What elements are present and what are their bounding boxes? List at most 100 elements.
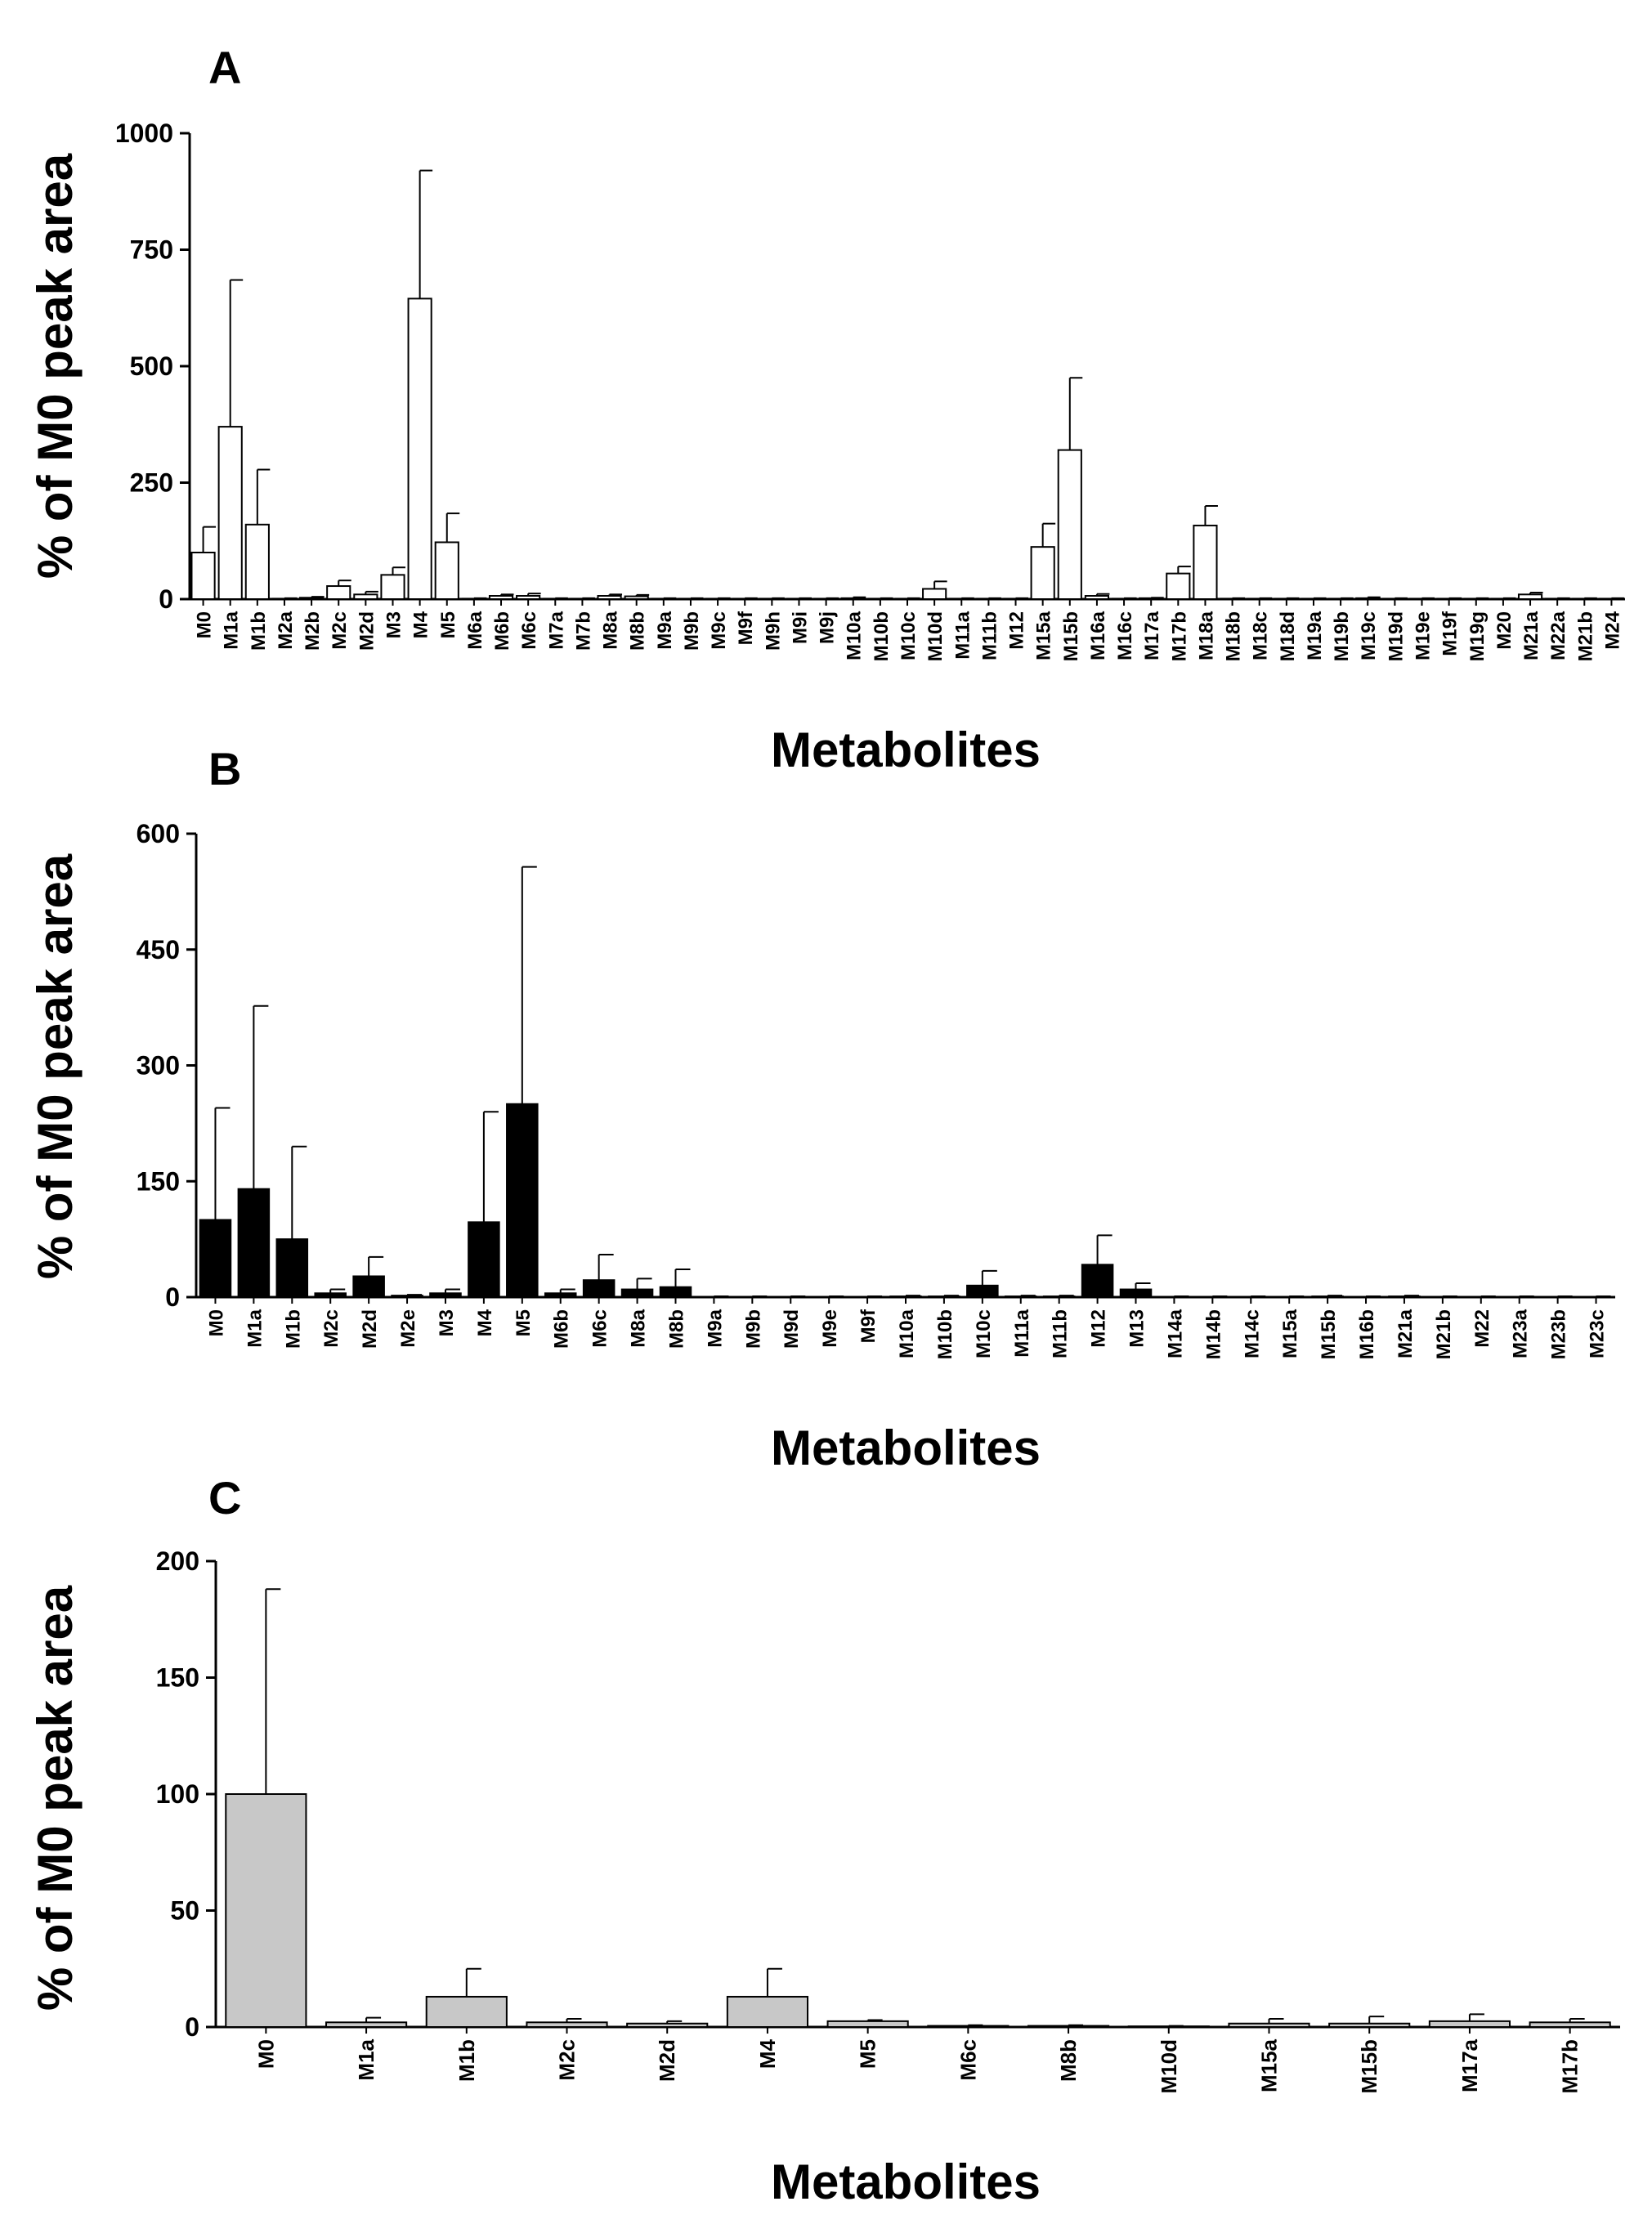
- x-tick-label: M19b: [1331, 611, 1353, 661]
- x-tick-label: M2e: [397, 1309, 419, 1348]
- bar: [1228, 2022, 1310, 2029]
- bar: [1030, 546, 1055, 600]
- x-tick-label: M15b: [1357, 2039, 1381, 2093]
- x-tick-label: M9b: [742, 1309, 764, 1349]
- y-tick-label: 300: [137, 1051, 180, 1081]
- x-tick-label: M6a: [464, 611, 486, 649]
- bar: [380, 574, 405, 600]
- x-tick-label: M21a: [1520, 611, 1542, 660]
- bar: [225, 1793, 307, 2028]
- x-tick-label: M0: [253, 2039, 278, 2069]
- x-tick-label: M9d: [781, 1309, 803, 1349]
- panel-b-bars: [199, 1103, 1613, 1299]
- x-tick-label: M4: [755, 2038, 780, 2069]
- x-tick-label: M8b: [665, 1309, 687, 1349]
- x-tick-label: M12: [1006, 611, 1028, 650]
- x-tick-label: M6c: [589, 1309, 611, 1348]
- x-tick-label: M15b: [1318, 1309, 1340, 1359]
- panel-b-letter: B: [208, 743, 241, 794]
- x-tick-label: M23a: [1510, 1309, 1532, 1358]
- panel-c-y-axis-label: % of M0 peak area: [28, 1585, 83, 2011]
- x-tick-label: M22: [1471, 1309, 1493, 1348]
- x-tick-label: M2d: [359, 1309, 381, 1349]
- x-tick-label: M19e: [1412, 611, 1435, 660]
- x-tick-label: M9a: [654, 611, 676, 649]
- y-tick-label: 500: [130, 351, 173, 381]
- x-tick-label: M0: [194, 611, 216, 638]
- x-tick-label: M17a: [1141, 611, 1163, 660]
- y-tick-label: 250: [130, 468, 173, 498]
- panel-b-error-bars: [214, 866, 1611, 1298]
- x-tick-label: M5: [513, 1309, 535, 1336]
- panel-a-x-ticks: M0 M1a M1b M2a M2b M2c M2d M3 M4 M5 M6a M6b M6c M7a M7…: [194, 599, 1623, 661]
- x-tick-label: M1a: [354, 2038, 378, 2080]
- x-tick-label: M8a: [628, 1309, 650, 1347]
- x-tick-label: M9f: [857, 1309, 880, 1343]
- panel-c-x-axis-label: Metabolites: [771, 2155, 1041, 2209]
- panel-a-axes: [188, 133, 1625, 601]
- y-tick-label: 150: [137, 1166, 180, 1196]
- x-tick-label: M9h: [762, 611, 784, 651]
- x-tick-label: M23c: [1587, 1309, 1609, 1358]
- x-tick-label: M11b: [1050, 1309, 1072, 1358]
- x-tick-label: M14c: [1241, 1309, 1263, 1358]
- panel-a-x-axis-label: Metabolites: [771, 723, 1041, 777]
- x-tick-label: M9i: [789, 611, 811, 644]
- y-tick-label: 150: [156, 1663, 199, 1693]
- x-tick-label: M4: [410, 611, 432, 638]
- bar: [326, 585, 351, 600]
- y-tick-label: 100: [156, 1779, 199, 1809]
- bar: [526, 2021, 608, 2029]
- x-tick-label: M8b: [627, 611, 649, 651]
- x-tick-label: M17a: [1457, 2038, 1482, 2092]
- bar: [922, 588, 947, 601]
- x-tick-label: M3: [436, 1309, 458, 1336]
- panel-b-x-axis-label: Metabolites: [771, 1421, 1041, 1475]
- bar: [1119, 1288, 1153, 1299]
- bar: [353, 593, 378, 600]
- x-tick-label: M2d: [655, 2039, 679, 2082]
- x-tick-label: M11a: [1011, 1309, 1033, 1357]
- bar: [889, 1295, 922, 1299]
- bar: [1084, 595, 1110, 601]
- panel-b-y-ticks: 0 150 300 450 600: [137, 819, 196, 1312]
- bar: [237, 1188, 271, 1298]
- x-tick-label: M18b: [1223, 611, 1245, 661]
- x-tick-label: M24: [1601, 611, 1623, 649]
- y-tick-label: 0: [159, 584, 173, 614]
- bar: [1042, 1295, 1076, 1299]
- x-tick-label: M6b: [551, 1309, 573, 1349]
- x-tick-label: M7b: [572, 611, 594, 651]
- bar: [1081, 1264, 1114, 1299]
- bar: [391, 1295, 423, 1298]
- bar: [425, 1995, 508, 2028]
- panel-a-letter: A: [208, 42, 241, 93]
- panel-a-y-ticks: 0 250 500 750 1000: [115, 119, 190, 614]
- x-tick-label: M19a: [1304, 611, 1326, 660]
- x-tick-label: M10b: [934, 1309, 956, 1359]
- x-tick-label: M19f: [1439, 611, 1462, 656]
- bar: [659, 1286, 692, 1298]
- bar: [620, 1288, 654, 1299]
- x-tick-label: M1a: [221, 611, 243, 649]
- y-tick-label: 600: [137, 819, 180, 848]
- x-tick-label: M19g: [1466, 611, 1489, 661]
- x-tick-label: M6c: [518, 611, 540, 650]
- x-tick-label: M6c: [956, 2039, 980, 2081]
- x-tick-label: M2c: [320, 1309, 342, 1348]
- bar: [275, 1238, 309, 1298]
- x-tick-label: M9a: [704, 1309, 726, 1347]
- panel-c-x-ticks: M0 M1a M1b M2c M2d M4 M5 M6c M8b M10d M15a M15b M17a…: [253, 2027, 1583, 2093]
- x-tick-label: M18d: [1277, 611, 1299, 661]
- bar: [927, 2025, 1010, 2028]
- x-tick-label: M18a: [1195, 611, 1217, 660]
- bar: [1328, 2022, 1411, 2029]
- x-tick-label: M2d: [356, 611, 378, 651]
- x-tick-label: M2c: [555, 2039, 580, 2081]
- bar: [407, 298, 432, 600]
- panel-c: C % of M0 peak area Metabolites 0 50 100 15…: [28, 1472, 1620, 2209]
- x-tick-label: M21b: [1574, 611, 1596, 661]
- bar: [325, 2021, 408, 2029]
- x-tick-label: M20: [1493, 611, 1515, 650]
